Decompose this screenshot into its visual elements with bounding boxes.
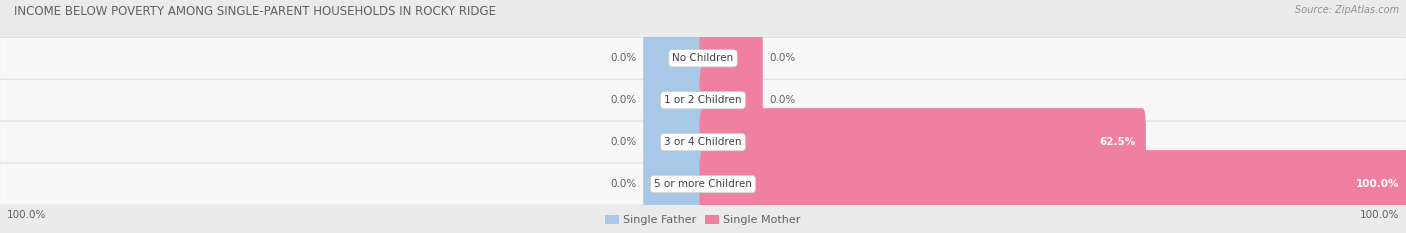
- Text: Source: ZipAtlas.com: Source: ZipAtlas.com: [1295, 5, 1399, 15]
- FancyBboxPatch shape: [644, 24, 707, 92]
- Text: 100.0%: 100.0%: [1355, 179, 1399, 189]
- Text: 0.0%: 0.0%: [610, 95, 637, 105]
- FancyBboxPatch shape: [0, 37, 1406, 79]
- FancyBboxPatch shape: [700, 66, 762, 134]
- Text: 0.0%: 0.0%: [770, 53, 796, 63]
- Text: 5 or more Children: 5 or more Children: [654, 179, 752, 189]
- FancyBboxPatch shape: [700, 108, 1146, 176]
- Text: 62.5%: 62.5%: [1099, 137, 1136, 147]
- FancyBboxPatch shape: [0, 163, 1406, 205]
- Text: 0.0%: 0.0%: [610, 179, 637, 189]
- FancyBboxPatch shape: [644, 66, 707, 134]
- FancyBboxPatch shape: [644, 150, 707, 218]
- FancyBboxPatch shape: [0, 79, 1406, 121]
- Text: 0.0%: 0.0%: [610, 53, 637, 63]
- Text: INCOME BELOW POVERTY AMONG SINGLE-PARENT HOUSEHOLDS IN ROCKY RIDGE: INCOME BELOW POVERTY AMONG SINGLE-PARENT…: [14, 5, 496, 18]
- Text: No Children: No Children: [672, 53, 734, 63]
- FancyBboxPatch shape: [644, 108, 707, 176]
- Text: 100.0%: 100.0%: [1360, 210, 1399, 220]
- Text: 0.0%: 0.0%: [610, 137, 637, 147]
- FancyBboxPatch shape: [700, 24, 762, 92]
- Text: 1 or 2 Children: 1 or 2 Children: [664, 95, 742, 105]
- Legend: Single Father, Single Mother: Single Father, Single Mother: [606, 215, 800, 225]
- FancyBboxPatch shape: [0, 121, 1406, 163]
- Text: 100.0%: 100.0%: [7, 210, 46, 220]
- Text: 3 or 4 Children: 3 or 4 Children: [664, 137, 742, 147]
- FancyBboxPatch shape: [700, 150, 1406, 218]
- Text: 0.0%: 0.0%: [770, 95, 796, 105]
